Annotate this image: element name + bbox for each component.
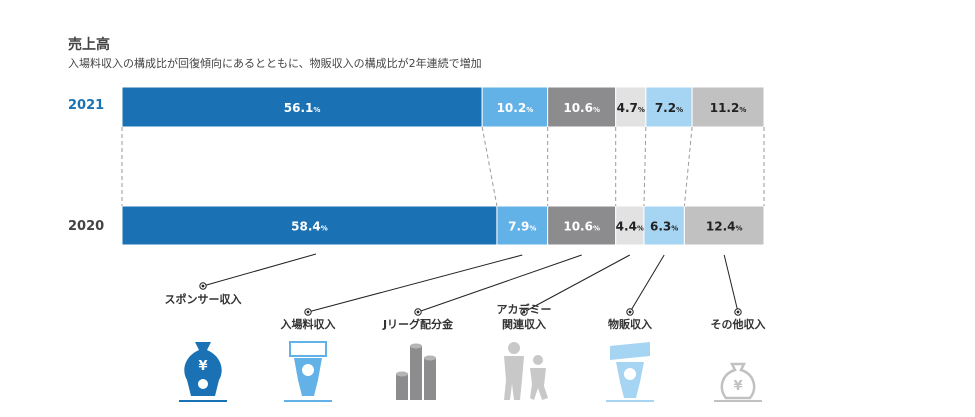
data-label-2020-series-0: 58.4% xyxy=(291,220,328,234)
data-label-2020-series-1: 7.9% xyxy=(508,220,536,234)
bar-2020-series-1 xyxy=(496,205,549,246)
data-label-2021-series-1: 10.2% xyxy=(497,101,534,115)
legend-caption-4: 物販収入 xyxy=(575,317,685,332)
merch-towel-person-icon xyxy=(602,340,658,408)
leader-line-0 xyxy=(202,253,317,287)
legend-caption-2: Jリーグ配分金 xyxy=(363,317,473,332)
leader-dot-center-1 xyxy=(306,310,310,314)
legend-caption-0: スポンサー収入 xyxy=(148,292,258,307)
data-label-2020-series-4: 6.3% xyxy=(650,220,678,234)
leader-dot-center-3 xyxy=(522,310,526,314)
data-label-2021-series-3: 4.7% xyxy=(617,101,645,115)
leader-line-1 xyxy=(307,254,523,313)
connector-line-1 xyxy=(481,126,498,207)
legend-caption-1: 入場料収入 xyxy=(253,317,363,332)
leader-line-3 xyxy=(523,254,631,313)
leader-line-2 xyxy=(417,254,582,313)
data-label-2021-series-2: 10.6% xyxy=(563,101,600,115)
bar-2020-series-3 xyxy=(615,205,645,246)
legend-caption-3: アカデミー 関連収入 xyxy=(469,302,579,332)
legend-caption-line: アカデミー xyxy=(496,303,552,316)
money-bag-icon: ¥ xyxy=(710,340,766,408)
leader-line-4 xyxy=(629,254,665,313)
data-label-2021-series-0: 56.1% xyxy=(284,101,321,115)
leader-dot-center-0 xyxy=(201,284,205,288)
legend-caption-line: Jリーグ配分金 xyxy=(382,318,454,331)
bar-2020-series-5 xyxy=(683,205,765,246)
coin-stacks-icon xyxy=(390,340,446,408)
category-label-2021: 2021 xyxy=(68,98,105,113)
connector-line-4 xyxy=(643,126,647,207)
legend-caption-line: その他収入 xyxy=(710,318,766,331)
data-label-2021-series-5: 11.2% xyxy=(710,101,747,115)
legend-caption-line: スポンサー収入 xyxy=(164,293,242,306)
bar-2021-series-3 xyxy=(615,86,647,128)
leader-line-5 xyxy=(723,254,739,313)
data-label-2020-series-3: 4.4% xyxy=(616,220,644,234)
data-label-2020-series-2: 10.6% xyxy=(563,220,600,234)
category-label-2020: 2020 xyxy=(68,219,105,234)
bar-2020-series-2 xyxy=(547,205,617,246)
legend-caption-5: その他収入 xyxy=(683,317,793,332)
svg-text:¥: ¥ xyxy=(198,359,207,374)
connector-line-5 xyxy=(683,126,693,207)
bar-2021-series-4 xyxy=(645,86,693,128)
ticket-person-icon xyxy=(280,340,336,408)
legend-caption-line: 入場料収入 xyxy=(280,318,336,331)
chart-title: 売上高 xyxy=(68,37,110,53)
bar-2021-series-5 xyxy=(691,86,765,128)
data-label-2020-series-5: 12.4% xyxy=(706,220,743,234)
bar-2020-series-4 xyxy=(643,205,685,246)
legend-caption-line: 関連収入 xyxy=(502,318,546,331)
coach-child-icon xyxy=(496,340,552,408)
money-bag-person-icon: ¥ xyxy=(175,340,231,408)
leader-dot-center-5 xyxy=(736,310,740,314)
svg-text:¥: ¥ xyxy=(733,379,742,394)
bar-2020-series-0 xyxy=(121,205,498,246)
chart-subtitle: 入場料収入の構成比が回復傾向にあるとともに、物販収入の構成比が2年連続で増加 xyxy=(68,57,482,70)
legend-caption-line: 物販収入 xyxy=(608,318,652,331)
leader-dot-center-2 xyxy=(416,310,420,314)
leader-dot-center-4 xyxy=(628,310,632,314)
data-label-2021-series-4: 7.2% xyxy=(655,101,683,115)
